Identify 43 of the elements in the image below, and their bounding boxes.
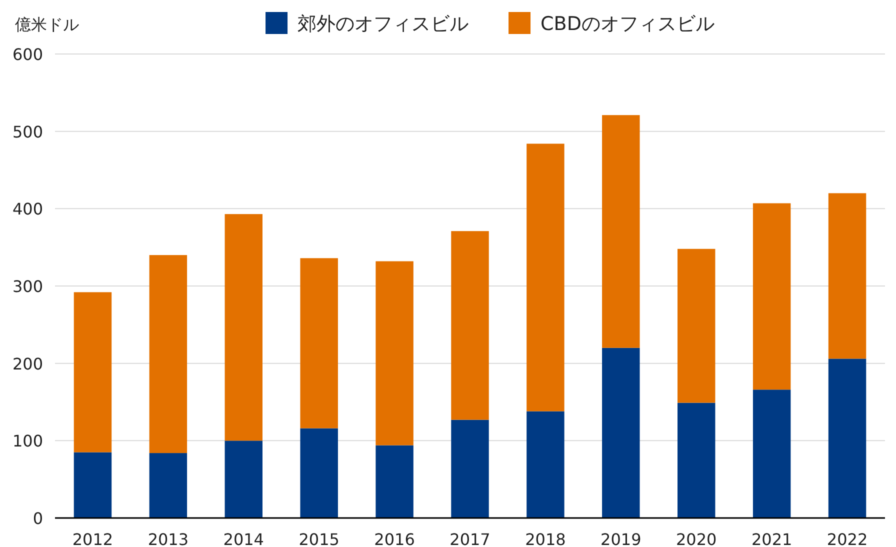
bar [376, 261, 414, 446]
legend-label: CBDのオフィスビル [540, 13, 714, 35]
bar [752, 390, 791, 518]
bar [526, 144, 564, 412]
bar [300, 428, 338, 518]
bar [678, 248, 716, 403]
x-tick-label: 2016 [374, 530, 415, 547]
x-tick-label: 2018 [525, 530, 566, 547]
x-tick-label: 2019 [600, 530, 642, 547]
bar [224, 440, 262, 518]
y-tick-label: 500 [12, 122, 43, 142]
x-tick-label: 2017 [450, 530, 490, 547]
bar [828, 358, 866, 518]
bar [74, 452, 112, 518]
x-tick-label: 2021 [751, 530, 792, 547]
bar [752, 203, 791, 390]
x-tick-label: 2012 [72, 530, 114, 547]
bar [376, 445, 414, 518]
bar [678, 402, 716, 518]
x-tick-label: 2014 [223, 530, 264, 547]
bar [149, 255, 188, 454]
x-tick-label: 2015 [298, 530, 340, 547]
bar [300, 258, 338, 428]
bar [74, 292, 112, 452]
bar [602, 348, 640, 518]
bar [828, 193, 866, 359]
bar [149, 453, 188, 518]
y-tick-label: 600 [12, 45, 43, 64]
x-tick-label: 2022 [826, 530, 868, 547]
bar [224, 214, 262, 441]
y-axis-title: 億米ドル [15, 15, 79, 34]
y-tick-label: 100 [12, 432, 43, 451]
bar [451, 231, 489, 420]
y-tick-label: 400 [12, 200, 43, 219]
bar [526, 411, 564, 518]
y-tick-label: 300 [12, 277, 43, 296]
bar [602, 115, 640, 348]
y-tick-label: 200 [12, 354, 43, 374]
legend-label: 郊外のオフィスビル [298, 13, 469, 35]
y-tick-label: 0 [32, 509, 43, 528]
bar [451, 420, 489, 518]
x-tick-label: 2020 [676, 530, 717, 547]
x-tick-label: 2013 [148, 530, 189, 547]
